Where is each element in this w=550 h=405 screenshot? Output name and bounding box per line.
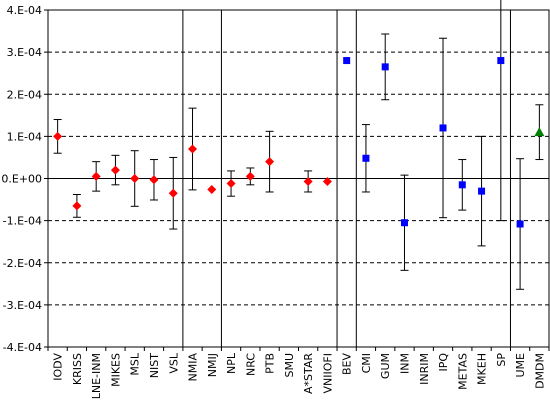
data-point-square	[458, 181, 466, 189]
x-category-label: IPQ	[437, 353, 450, 372]
x-category-label: GUM	[379, 353, 392, 379]
data-point-square	[381, 63, 389, 71]
data-point-diamond	[188, 144, 198, 154]
x-category-label: BEV	[341, 353, 354, 375]
data-point-diamond	[303, 176, 313, 186]
data-point-square	[478, 187, 486, 195]
data-point-diamond	[245, 171, 255, 181]
data-point-square	[439, 124, 447, 132]
y-tick-label: -2.E-04	[3, 257, 42, 270]
x-category-label: DMDM	[533, 353, 546, 389]
data-point-diamond	[322, 176, 332, 186]
x-category-label: MSL	[129, 352, 142, 375]
x-category-label: INRIM	[418, 353, 431, 385]
x-category-label: NIST	[148, 353, 161, 378]
x-category-label: INM	[398, 353, 411, 374]
x-category-label: CMI	[360, 353, 373, 373]
y-tick-label: -4.E-04	[3, 341, 42, 354]
data-point-diamond	[207, 184, 217, 194]
y-tick-label: -3.E-04	[3, 299, 42, 312]
x-category-label: IODV	[52, 353, 65, 381]
data-point-diamond	[130, 174, 140, 183]
data-points	[53, 57, 545, 228]
data-point-diamond	[53, 131, 63, 141]
data-point-diamond	[168, 188, 178, 198]
data-point-diamond	[110, 165, 120, 175]
y-tick-label: -1.E-04	[3, 215, 42, 228]
y-tick-label: 4.E-04	[7, 4, 42, 17]
x-category-label: NRC	[244, 353, 257, 376]
x-category-label: MKEH	[476, 353, 489, 385]
y-tick-label: 3.E-04	[7, 46, 42, 59]
y-tick-label: 1.E-04	[7, 130, 42, 143]
data-point-square	[343, 57, 351, 65]
y-tick-label: 2.E-04	[7, 88, 42, 101]
data-point-diamond	[149, 175, 159, 185]
data-point-diamond	[265, 157, 275, 167]
x-category-label: UME	[514, 353, 527, 378]
data-point-square	[400, 219, 408, 227]
x-category-label: VSL	[167, 352, 180, 374]
data-point-square	[497, 57, 505, 65]
x-category-label: SP	[495, 353, 508, 367]
data-point-triangle	[534, 127, 545, 137]
x-category-label: VNIIOFI	[321, 353, 334, 393]
x-category-label: A*STAR	[302, 353, 315, 394]
data-point-diamond	[91, 171, 101, 181]
group-separators	[182, 10, 511, 347]
data-point-diamond	[226, 179, 236, 189]
x-category-label: NMIJ	[206, 353, 219, 377]
data-point-square	[362, 154, 370, 162]
x-category-label: LNE-INM	[90, 353, 103, 399]
x-axis-ticks: IODV KRISS LNE-INM MIKES MSL NIST VSL NMIA NMIJ N…	[47, 347, 550, 399]
x-category-label: NPL	[225, 352, 238, 374]
y-axis-ticks: 4.E-04 3.E-04 2.E-04 1.E-04 0.E+00 -1.E-04 -2.…	[1, 4, 48, 354]
x-category-label: PTB	[264, 353, 277, 374]
data-point-diamond	[72, 201, 82, 211]
y-tick-label: 0.E+00	[1, 173, 42, 186]
x-category-label: METAS	[456, 353, 469, 390]
x-category-label: SMU	[283, 353, 296, 378]
x-category-label: MIKES	[109, 353, 122, 387]
x-category-label: KRISS	[71, 353, 84, 385]
x-category-label: NMIA	[187, 353, 200, 382]
data-point-square	[516, 220, 524, 228]
